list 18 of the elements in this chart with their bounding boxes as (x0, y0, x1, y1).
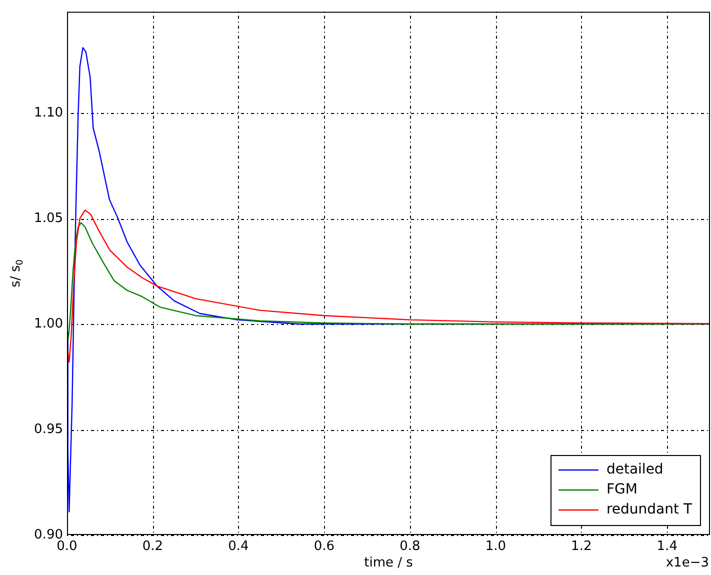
legend-label: FGM (606, 482, 638, 498)
y-tick-label: 1.00 (34, 316, 63, 332)
y-tick-label: 0.95 (34, 422, 63, 437)
legend-label: detailed (606, 462, 664, 478)
text: x1e−3 (666, 555, 709, 570)
x-tick-label: 0.2 (142, 539, 164, 554)
x-tick-label: 0.8 (400, 539, 420, 554)
x-tick-label: 1.0 (485, 539, 506, 554)
x-tick-label: 0.0 (56, 539, 78, 554)
x-tick-label: 0.6 (314, 539, 335, 554)
x-tick-label: 1.4 (656, 539, 678, 554)
x-tick-label: 0.4 (228, 539, 249, 554)
x-tick-label: 1.2 (571, 539, 592, 554)
y-axis-title: s/ s0 (8, 259, 26, 288)
y-tick-label: 1.10 (34, 105, 63, 120)
legend-label: redundant T (606, 502, 692, 518)
x-axis-title: time / s (364, 555, 414, 570)
y-tick-label: 1.05 (34, 210, 63, 226)
